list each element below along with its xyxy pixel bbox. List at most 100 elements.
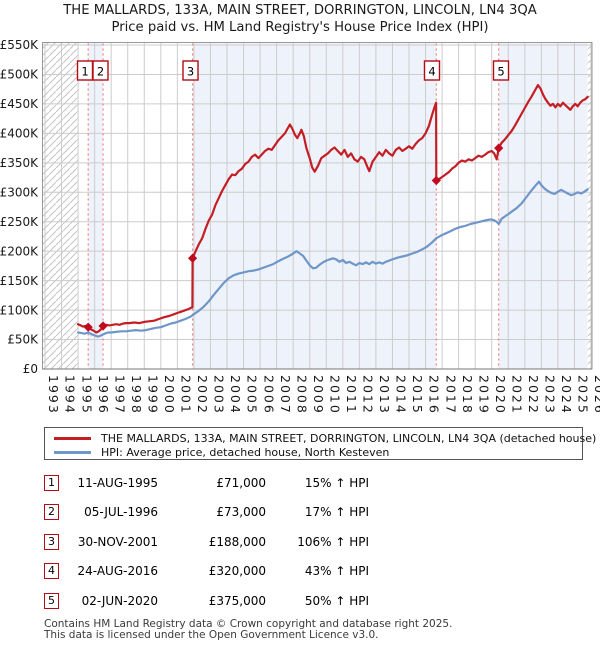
- copyright-note: Contains HM Land Registry data © Crown c…: [44, 618, 453, 630]
- x-axis-tick-label: 2005: [245, 375, 260, 415]
- sale-marker-diamond: [431, 175, 441, 186]
- y-axis-tick-label: £50K: [7, 333, 39, 347]
- x-axis-tick-label: 2023: [543, 375, 558, 415]
- sale-date: 05-JUL-1996: [84, 505, 158, 520]
- x-axis-tick-label: 2021: [509, 375, 524, 415]
- x-axis-tick-label: 2004: [228, 375, 243, 415]
- x-axis-tick-label: 2017: [443, 375, 458, 415]
- x-axis-tick-label: 2019: [476, 375, 491, 415]
- x-axis-tick-label: 2007: [278, 375, 293, 415]
- sale-number-badge: 1: [44, 474, 59, 491]
- sale-price: £188,000: [208, 534, 266, 549]
- legend-item-property: THE MALLARDS, 133A, MAIN STREET, DORRING…: [45, 431, 596, 445]
- table-row: 5 02-JUN-2020 £375,000 50% ↑ HPI: [0, 592, 600, 610]
- sale-marker-diamond: [494, 143, 504, 153]
- x-axis-tick-label: 2012: [361, 375, 376, 415]
- x-axis-tick-label: 2011: [344, 375, 359, 415]
- table-row: 4 24-AUG-2016 £320,000 43% ↑ HPI: [0, 563, 600, 580]
- sale-number-label: 2: [97, 65, 104, 79]
- sale-number-box: [423, 60, 441, 81]
- x-axis-tick-label: 2018: [460, 375, 475, 415]
- sale-number-badge: 3: [44, 533, 59, 550]
- table-row: 3 30-NOV-2001 £188,000 106% ↑ HPI: [0, 533, 600, 551]
- sale-hpi-delta: 15% ↑ HPI: [304, 475, 369, 490]
- x-axis-tick-label: 2020: [493, 375, 508, 415]
- sale-hpi-delta: 50% ↑ HPI: [304, 593, 369, 608]
- chart-legend: THE MALLARDS, 133A, MAIN STREET, DORRING…: [44, 427, 596, 460]
- sale-hpi-delta: 17% ↑ HPI: [304, 505, 369, 520]
- page-subtitle: Price paid vs. HM Land Registry's House …: [111, 20, 489, 35]
- hpi-line-swatch: [54, 450, 91, 454]
- sale-number-box: [492, 60, 510, 81]
- x-axis-tick-label: 1998: [129, 375, 144, 415]
- x-axis-tick-label: 2008: [294, 375, 309, 415]
- sale-number-badge: 5: [44, 592, 59, 609]
- x-axis-tick-label: 2013: [377, 375, 392, 415]
- licence-note: This data is licensed under the Open Gov…: [44, 629, 379, 641]
- y-axis-tick-label: £250K: [0, 215, 39, 229]
- x-axis-tick-label: 2003: [212, 375, 227, 415]
- table-row: 1 11-AUG-1995 £71,000 15% ↑ HPI: [0, 474, 600, 492]
- x-axis-tick-label: 1993: [46, 375, 61, 415]
- x-axis-tick-label: 2014: [394, 375, 409, 415]
- legend-label: THE MALLARDS, 133A, MAIN STREET, DORRING…: [101, 431, 597, 445]
- x-axis-tick-label: 2002: [195, 375, 210, 415]
- sale-price: £375,000: [208, 593, 266, 608]
- price-history-chart: 1 2 3 4 5 £0 £50K £100K £150K £200K £250K £300K £350…: [0, 38, 600, 415]
- sale-number-badge: 4: [44, 563, 59, 580]
- x-axis-tick-label: 1995: [79, 375, 94, 415]
- sale-date: 30-NOV-2001: [77, 534, 158, 549]
- sale-number-label: 3: [187, 65, 194, 79]
- x-axis-tick-label: 2024: [559, 375, 574, 415]
- x-axis-tick-label: 1997: [112, 375, 127, 415]
- x-axis-tick-label: 2000: [162, 375, 177, 415]
- sale-hpi-delta: 43% ↑ HPI: [304, 564, 369, 579]
- y-axis-tick-label: £450K: [0, 97, 39, 111]
- sale-hpi-delta: 106% ↑ HPI: [297, 534, 369, 549]
- y-axis-tick-label: £100K: [0, 303, 39, 317]
- sale-number-box: [92, 60, 109, 81]
- x-axis-tick-label: 2015: [410, 375, 425, 415]
- y-axis-tick-label: £0: [23, 362, 38, 376]
- sale-price: £71,000: [216, 475, 266, 490]
- page-title: THE MALLARDS, 133A, MAIN STREET, DORRING…: [63, 3, 537, 18]
- sale-date: 24-AUG-2016: [77, 564, 159, 579]
- y-axis-tick-label: £400K: [0, 127, 39, 141]
- sale-marker-diamond: [187, 253, 198, 263]
- hpi-line: [76, 180, 589, 338]
- y-axis-tick-label: £350K: [0, 156, 39, 170]
- sale-number-label: 4: [428, 65, 435, 79]
- legend-label: HPI: Average price, detached house, Nort…: [101, 445, 390, 459]
- table-row: 2 05-JUL-1996 £73,000 17% ↑ HPI: [0, 504, 600, 521]
- x-axis-tick-label: 2016: [427, 375, 442, 415]
- y-axis-tick-label: £550K: [0, 38, 39, 52]
- y-axis-tick-label: £150K: [0, 274, 39, 288]
- x-axis-tick-label: 1994: [63, 375, 78, 415]
- sale-number-label: 5: [497, 65, 504, 79]
- y-axis-tick-label: £300K: [0, 185, 39, 199]
- sale-date: 11-AUG-1995: [77, 475, 159, 490]
- y-axis-tick-label: £200K: [0, 244, 39, 258]
- sale-number-box: [182, 60, 199, 81]
- x-axis-tick-label: 1996: [96, 375, 111, 415]
- y-axis-tick-label: £500K: [0, 68, 39, 82]
- sale-price: £73,000: [216, 505, 266, 520]
- sale-marker-diamond: [98, 321, 108, 331]
- x-axis-tick-label: 2001: [179, 375, 194, 415]
- x-axis-tick-label: 2022: [526, 375, 541, 415]
- no-data-hatch: [587, 42, 592, 369]
- ownership-shading: [192, 42, 437, 369]
- x-axis-tick-label: 2009: [311, 375, 326, 415]
- property-line-swatch: [54, 436, 91, 440]
- x-axis-tick-label: 2025: [576, 375, 591, 415]
- x-axis-tick-label: 2026: [592, 375, 600, 415]
- price-paid-line: [76, 83, 589, 334]
- sale-number-badge: 2: [44, 504, 59, 521]
- x-axis-tick-label: 2006: [261, 375, 276, 415]
- no-data-hatch: [42, 42, 79, 369]
- sale-price: £320,000: [208, 564, 266, 579]
- ownership-shading: [88, 42, 104, 369]
- sale-marker-diamond: [83, 322, 93, 332]
- x-axis-tick-label: 2010: [327, 375, 342, 415]
